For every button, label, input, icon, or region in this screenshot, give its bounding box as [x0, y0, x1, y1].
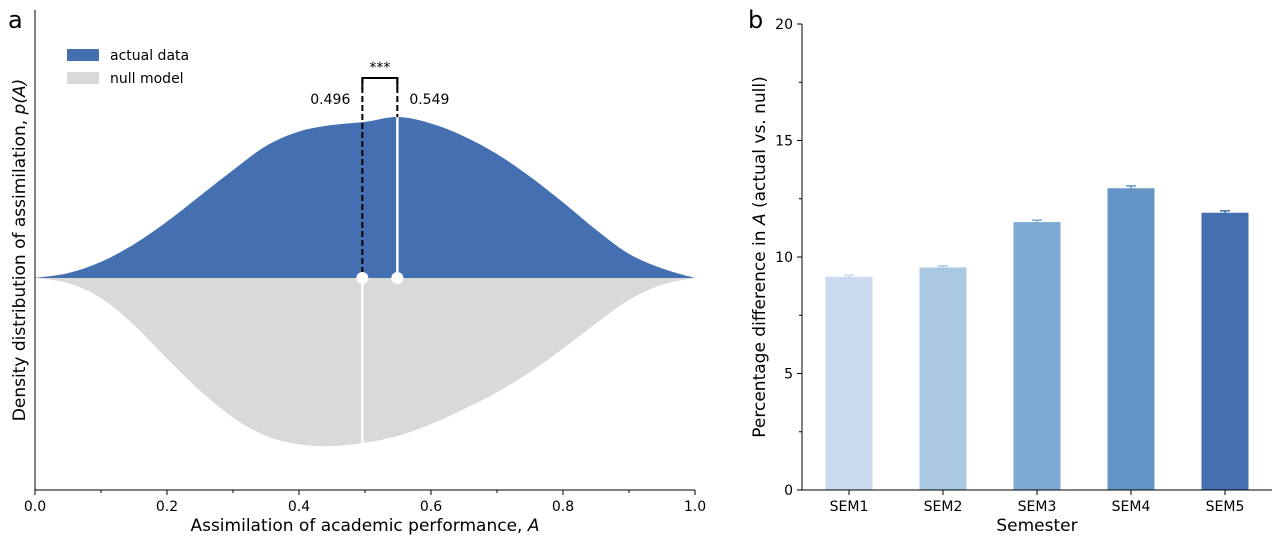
- x-tick-label: SEM3: [1018, 499, 1057, 515]
- x-tick-label: 1.0: [684, 499, 706, 515]
- x-tick-label: SEM5: [1206, 499, 1245, 515]
- panel-a-x-axis-label: Assimilation of academic performance, A: [190, 516, 539, 536]
- panel-a-label: a: [8, 6, 23, 34]
- y-tick-label: 20: [775, 17, 793, 33]
- bar-sem4: [1107, 188, 1155, 490]
- x-tick-label: SEM4: [1112, 499, 1151, 515]
- panel-b-bars: SEM1 SEM2 SEM3 SEM4 SEM5: [825, 185, 1249, 515]
- panel-a-x-axis-label-text: Assimilation of academic performance,: [190, 516, 527, 536]
- x-tick-label: 0.2: [156, 499, 178, 515]
- y-tick-label: 0: [784, 483, 793, 499]
- x-tick-label: SEM2: [924, 499, 963, 515]
- bar-sem3: [1013, 222, 1061, 491]
- y-tick-label: 10: [775, 250, 793, 266]
- panel-b-x-axis-label: Semester: [996, 516, 1077, 536]
- null-median-label: 0.496: [310, 92, 350, 108]
- x-tick-label: 0.8: [552, 499, 574, 515]
- panel-b-y-axis-label-tail: (actual vs. null): [750, 76, 770, 213]
- bar-sem2: [919, 267, 967, 490]
- legend-swatch-actual: [67, 49, 99, 61]
- panel-a-x-axis-label-var: A: [527, 516, 540, 536]
- panel-b-label: b: [748, 6, 763, 34]
- panel-a-y-axis-label-text: Density distribution of assimilation,: [10, 114, 30, 421]
- actual-median-dot: [391, 272, 404, 284]
- legend: actual data null model: [67, 48, 189, 87]
- bar-sem1: [825, 276, 873, 490]
- x-tick-label: SEM1: [830, 499, 869, 515]
- x-tick-label: 0.0: [24, 499, 46, 515]
- significance-bracket: [361, 77, 399, 90]
- actual-data-density: [35, 116, 695, 279]
- actual-median-label: 0.549: [409, 92, 449, 108]
- panel-a: a *** 0.496 0.549 0.0 0.2 0.4 0.6 0.8 1.0 Ass…: [8, 6, 706, 536]
- null-median-dot: [356, 272, 369, 284]
- panel-a-x-ticks: 0.0 0.2 0.4 0.6 0.8 1.0: [24, 490, 706, 515]
- legend-swatch-null: [67, 72, 99, 84]
- significance-stars: ***: [369, 60, 390, 76]
- y-tick-label: 15: [775, 134, 793, 150]
- panel-a-y-axis-label-var: p(A): [10, 79, 30, 116]
- bar-sem5: [1201, 212, 1249, 491]
- x-tick-label: 0.6: [420, 499, 442, 515]
- legend-label-null: null model: [110, 71, 184, 87]
- panel-b-y-axis-label-var: A: [750, 213, 770, 226]
- panel-b: b 0 5 10 15 20 SEM1 SEM2 SEM3 SEM4 SEM5 Semester…: [748, 6, 1272, 536]
- y-tick-label: 5: [784, 367, 793, 383]
- panel-b-y-axis-label: Percentage difference in A (actual vs. n…: [750, 76, 770, 437]
- panel-a-y-axis-label: Density distribution of assimilation, p(…: [10, 79, 30, 421]
- x-tick-label: 0.4: [288, 499, 310, 515]
- legend-label-actual: actual data: [110, 48, 189, 64]
- null-model-density: [35, 278, 695, 447]
- panel-b-y-axis-label-text: Percentage difference in: [750, 225, 770, 438]
